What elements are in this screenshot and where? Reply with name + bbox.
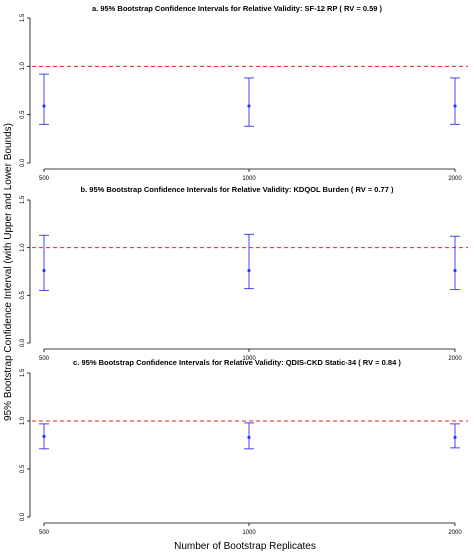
x-tick-label: 500: [39, 176, 50, 182]
panel-3: c. 95% Bootstrap Confidence Intervals fo…: [20, 358, 468, 536]
rv-point: [42, 434, 46, 438]
y-tick-label: 0.0: [20, 158, 26, 167]
y-tick-label: 0.0: [20, 338, 26, 347]
panel-title: b. 95% Bootstrap Confidence Intervals fo…: [81, 185, 394, 194]
x-tick-label: 1000: [242, 356, 256, 362]
y-axis-label: 95% Bootstrap Confidence Interval (with …: [3, 123, 14, 421]
x-tick-label: 2000: [448, 176, 462, 182]
panel-title: c. 95% Bootstrap Confidence Intervals fo…: [73, 358, 401, 367]
rv-point: [42, 104, 46, 108]
x-tick-label: 500: [39, 530, 50, 536]
y-tick-label: 0.5: [20, 110, 26, 119]
x-tick-label: 1000: [242, 176, 256, 182]
y-tick-label: 0.5: [20, 464, 26, 473]
rv-point: [453, 104, 457, 108]
y-tick-label: 1.5: [20, 13, 26, 22]
panel-1: a. 95% Bootstrap Confidence Intervals fo…: [20, 4, 468, 182]
y-tick-label: 1.5: [20, 195, 26, 204]
rv-point: [453, 435, 457, 439]
rv-point: [42, 268, 46, 273]
x-tick-label: 2000: [448, 530, 462, 536]
y-tick-label: 1.0: [20, 243, 26, 252]
rv-point: [453, 268, 457, 273]
panel-2: b. 95% Bootstrap Confidence Intervals fo…: [20, 185, 468, 362]
rv-point: [247, 104, 251, 108]
x-tick-label: 2000: [448, 356, 462, 362]
panel-title: a. 95% Bootstrap Confidence Intervals fo…: [92, 4, 383, 13]
y-tick-label: 1.0: [20, 62, 26, 71]
rv-point: [247, 435, 251, 439]
x-axis-label: Number of Bootstrap Replicates: [174, 541, 316, 552]
rv-point: [247, 268, 251, 273]
y-tick-label: 1.0: [20, 416, 26, 425]
panels: a. 95% Bootstrap Confidence Intervals fo…: [20, 4, 468, 536]
y-tick-label: 1.5: [20, 368, 26, 377]
y-tick-label: 0.0: [20, 512, 26, 521]
x-tick-label: 1000: [242, 530, 256, 536]
y-tick-label: 0.5: [20, 291, 26, 300]
x-tick-label: 500: [39, 356, 50, 362]
